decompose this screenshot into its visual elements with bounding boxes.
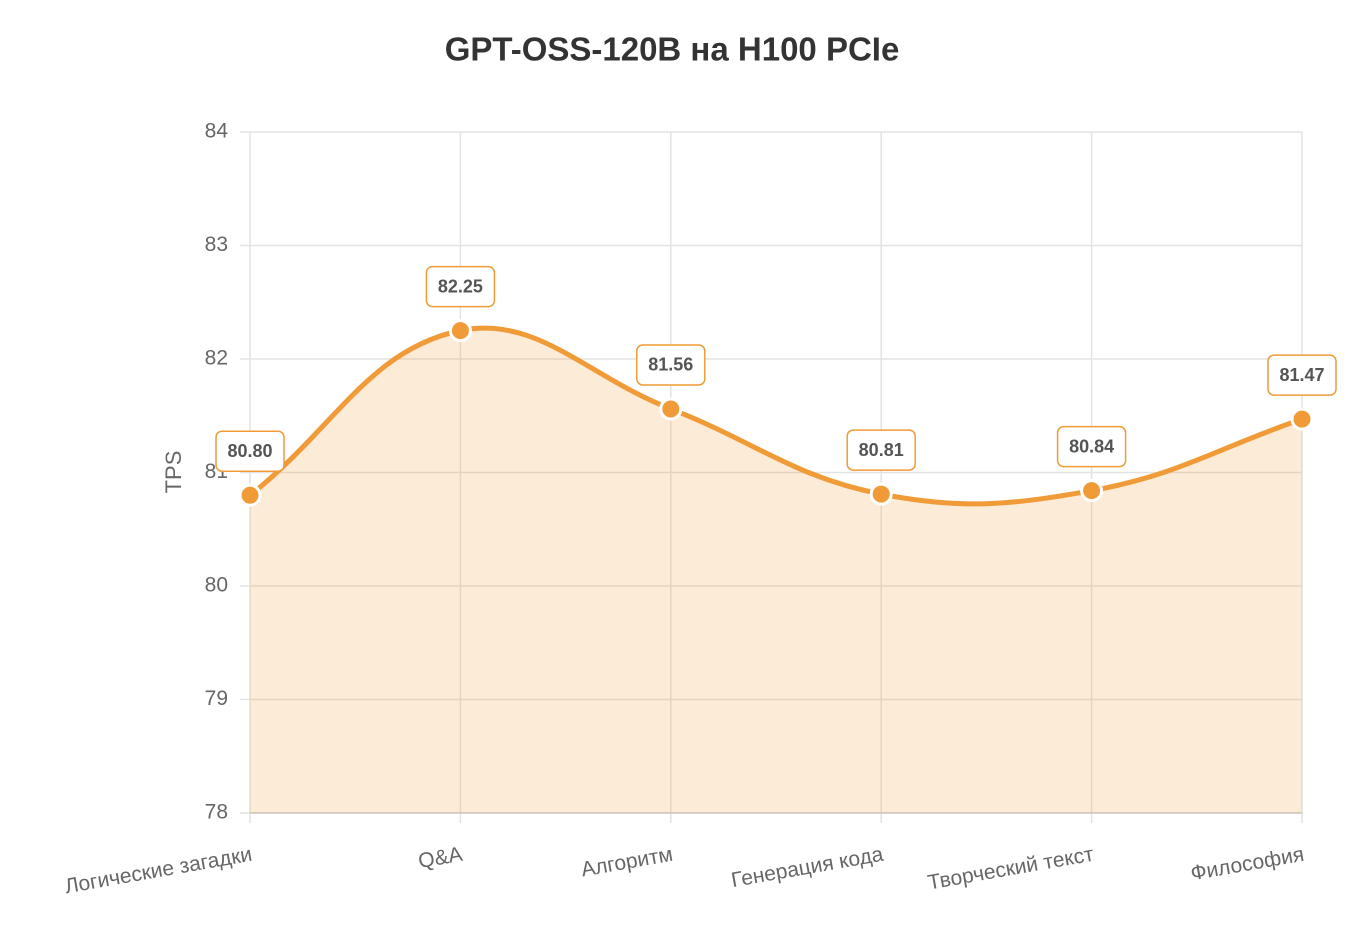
y-axis-title: TPS [161, 451, 186, 494]
y-tick-label: 82 [205, 347, 228, 370]
value-label: 82.25 [438, 276, 483, 296]
x-tick-label: Логические загадки [63, 843, 254, 899]
point [1080, 479, 1104, 503]
y-tick-label: 83 [205, 233, 228, 256]
value-label: 81.47 [1279, 365, 1324, 385]
point [1290, 407, 1314, 431]
x-tick-label: Творческий текст [926, 843, 1096, 895]
x-tick-label: Q&A [417, 843, 465, 873]
x-tick-label: Алгоритм [579, 843, 674, 882]
value-label: 80.80 [227, 441, 272, 461]
value-label: 80.81 [859, 440, 904, 460]
y-tick-label: 79 [205, 687, 228, 710]
label-box [425, 265, 496, 308]
chart-title: GPT-OSS-120B на H100 PCIe [445, 31, 900, 68]
y-tick-label: 80 [205, 574, 228, 597]
y-tick-label: 84 [205, 120, 229, 143]
point [869, 482, 893, 506]
label-box [1056, 425, 1127, 468]
x-tick-label: Философия [1189, 843, 1306, 886]
label-box [1267, 354, 1337, 396]
label-box [215, 430, 285, 472]
point [238, 483, 262, 507]
line [248, 325, 1303, 507]
value-label: 81.56 [648, 355, 693, 375]
label-box [846, 429, 916, 471]
label-box [636, 344, 706, 386]
point [659, 397, 683, 421]
area [250, 328, 1302, 813]
point [448, 319, 472, 343]
y-tick-label: 78 [205, 801, 228, 824]
x-tick-label: Генерация кода [730, 843, 886, 892]
value-label: 80.84 [1069, 436, 1114, 456]
